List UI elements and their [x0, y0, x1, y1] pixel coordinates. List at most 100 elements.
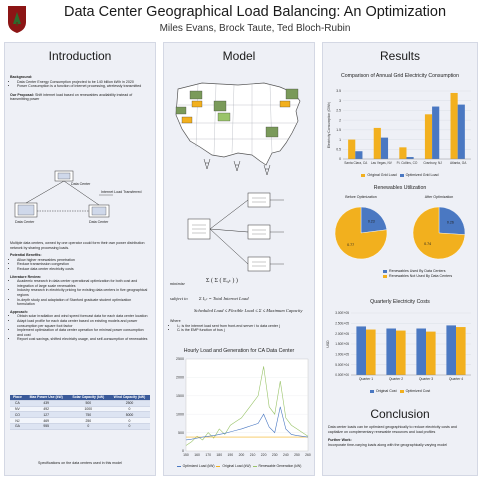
y-tick-label: 0.5: [336, 147, 341, 151]
table-cell: 2500: [108, 400, 150, 407]
legend-swatch-original: [361, 173, 366, 177]
approach-label: Approach:: [10, 309, 28, 314]
legend-swatch-optimized: [399, 389, 404, 393]
data-center-b-icon: [14, 202, 38, 218]
bar: [432, 106, 440, 159]
diagram-label-load-transferred: Internet Load Transferred: [101, 190, 142, 194]
diagram-label-data-center: Data Center: [89, 220, 109, 224]
plot-area: [185, 358, 309, 452]
data-center-spec-table: Place Max Power Use (kW) Solar Capacity …: [10, 395, 150, 430]
university-seal-logo: [8, 6, 26, 33]
y-tick-label: 1000: [176, 412, 184, 416]
bar: [366, 329, 376, 375]
table-cell: 492: [24, 406, 68, 413]
formula-minimize: minimize: [170, 281, 186, 286]
us-map-outline: [175, 82, 301, 166]
bar: [348, 139, 356, 159]
y-tick-label: 1500: [176, 394, 184, 398]
y-tick-label: 500: [178, 431, 184, 435]
table-cell: 0: [67, 423, 109, 430]
x-tick-label: Santa Clara, CA: [344, 161, 368, 165]
table-header-cell: Wind Capacity (kW): [108, 395, 150, 401]
bar: [396, 330, 406, 375]
pie-legend: Renewables Used By Data Centers Renewabl…: [383, 269, 475, 279]
further-work-label: Further Work:: [328, 438, 352, 443]
results-column: Results Comparison of Annual Grid Electr…: [322, 42, 478, 476]
table-row: NV 492 1000 0: [10, 406, 150, 413]
data-center-a-icon: [54, 170, 74, 182]
legend-label: Optimized Cost: [405, 389, 431, 393]
data-center-node-icon: [247, 256, 271, 272]
routing-links: [209, 199, 284, 265]
x-tick-label: 260: [305, 453, 311, 457]
optimization-formula: minimize Σ ( Σ ( Eᵢ,ₜ ) ) subject to Σ I…: [170, 278, 310, 333]
formula-constraint-1: Σ Iᵢ,ₜ = Total Internet Load: [198, 296, 249, 301]
bar: [446, 325, 456, 375]
bar: [399, 147, 407, 159]
legend-label: Optimized Load (kW): [182, 464, 215, 468]
background-item: Data Center Energy Consumption projected…: [17, 80, 150, 85]
pie-slice: [438, 206, 466, 235]
bar: [356, 326, 366, 375]
x-tick-label: Las Vegas, NV: [371, 161, 393, 165]
table-cell: 500: [67, 400, 109, 407]
server-routing-diagram: [187, 192, 284, 272]
formula-subject-to: subject to: [170, 296, 188, 301]
hourly-chart-legend: Optimized Load (kW) Original Load (kW) R…: [166, 464, 312, 468]
legend-label: Renewable Generation (kW): [258, 464, 302, 468]
literature-item: Academic research in data center operati…: [17, 279, 150, 288]
formula-definition: Iᵢ,ₜ is the internet load sent from fron…: [177, 324, 310, 329]
x-tick-label: Quarter 4: [449, 377, 463, 381]
legend-swatch-original: [369, 389, 374, 393]
formula-where: Where: [170, 319, 181, 323]
proposal-label: Our Proposal:: [10, 92, 34, 97]
x-tick-label: 250: [294, 453, 300, 457]
y-tick-label: 1.50E+05: [335, 342, 349, 346]
diagram-label-data-center: Data Center: [71, 182, 91, 186]
table-cell: CO: [10, 411, 25, 419]
table-cell: GA: [10, 423, 25, 430]
pie-slice: [360, 206, 388, 234]
table-cell: NJ: [10, 417, 25, 424]
formula-constraint-2: Scheduled Load ≤ Flexible Load ≤ Σ ≤ Max…: [194, 308, 303, 313]
legend-label: Renewables Used By Data Centers: [389, 269, 446, 273]
table-cell: 439: [24, 400, 68, 407]
pie-slice: [412, 206, 466, 260]
y-tick-label: 2.5: [336, 109, 341, 113]
x-tick-label: 180: [216, 453, 222, 457]
conclusion-heading: Conclusion: [370, 407, 430, 421]
legend-label: Original Grid Load: [367, 173, 397, 177]
legend-label: Original Load (kW): [222, 464, 251, 468]
us-data-center-map: [175, 82, 301, 176]
literature-item: In-depth study and adaptation of Stanfor…: [17, 298, 150, 307]
front-end-server-icon: [187, 218, 211, 240]
background-item: Power Consumption is a function of inter…: [17, 84, 150, 89]
diagram-label-data-center: Data Center: [15, 220, 35, 224]
x-tick-label: Quarter 1: [359, 377, 373, 381]
series-line: [185, 366, 309, 446]
bar: [373, 127, 381, 159]
benefit-item: Allow higher renewables penetration: [17, 258, 150, 263]
pie-data-label: 0.77: [347, 243, 354, 247]
data-center-marker-nj: [279, 88, 299, 108]
y-tick-label: 2.00E+05: [335, 332, 349, 336]
x-tick-label: Quarter 3: [419, 377, 433, 381]
hourly-chart-title: Hourly Load and Generation for CA Data C…: [183, 348, 295, 354]
model-column: Model: [163, 42, 315, 476]
data-center-c-icon: [88, 204, 110, 218]
pie-after-title: After Optimization: [424, 195, 454, 199]
data-center-marker-nv: [189, 90, 203, 108]
table-cell: 750: [67, 411, 109, 419]
table-header-cell: Max Power Use (kW): [24, 395, 68, 401]
y-tick-label: 2500: [176, 357, 184, 361]
legend-swatch-original: [216, 465, 221, 467]
data-center-marker-ca: [175, 106, 193, 124]
x-tick-label: Cranbury, NJ: [423, 161, 442, 165]
x-tick-label: 200: [239, 453, 245, 457]
x-tick-label: 160: [194, 453, 200, 457]
bar: [424, 114, 433, 159]
y-tick-label: 1: [339, 138, 341, 142]
approach-item: Adapt load profile for each data center …: [17, 319, 150, 328]
y-tick-label: 5.00E+04: [335, 363, 349, 367]
grid-chart-legend: Original Grid Load Optimized Grid Load: [325, 173, 475, 177]
